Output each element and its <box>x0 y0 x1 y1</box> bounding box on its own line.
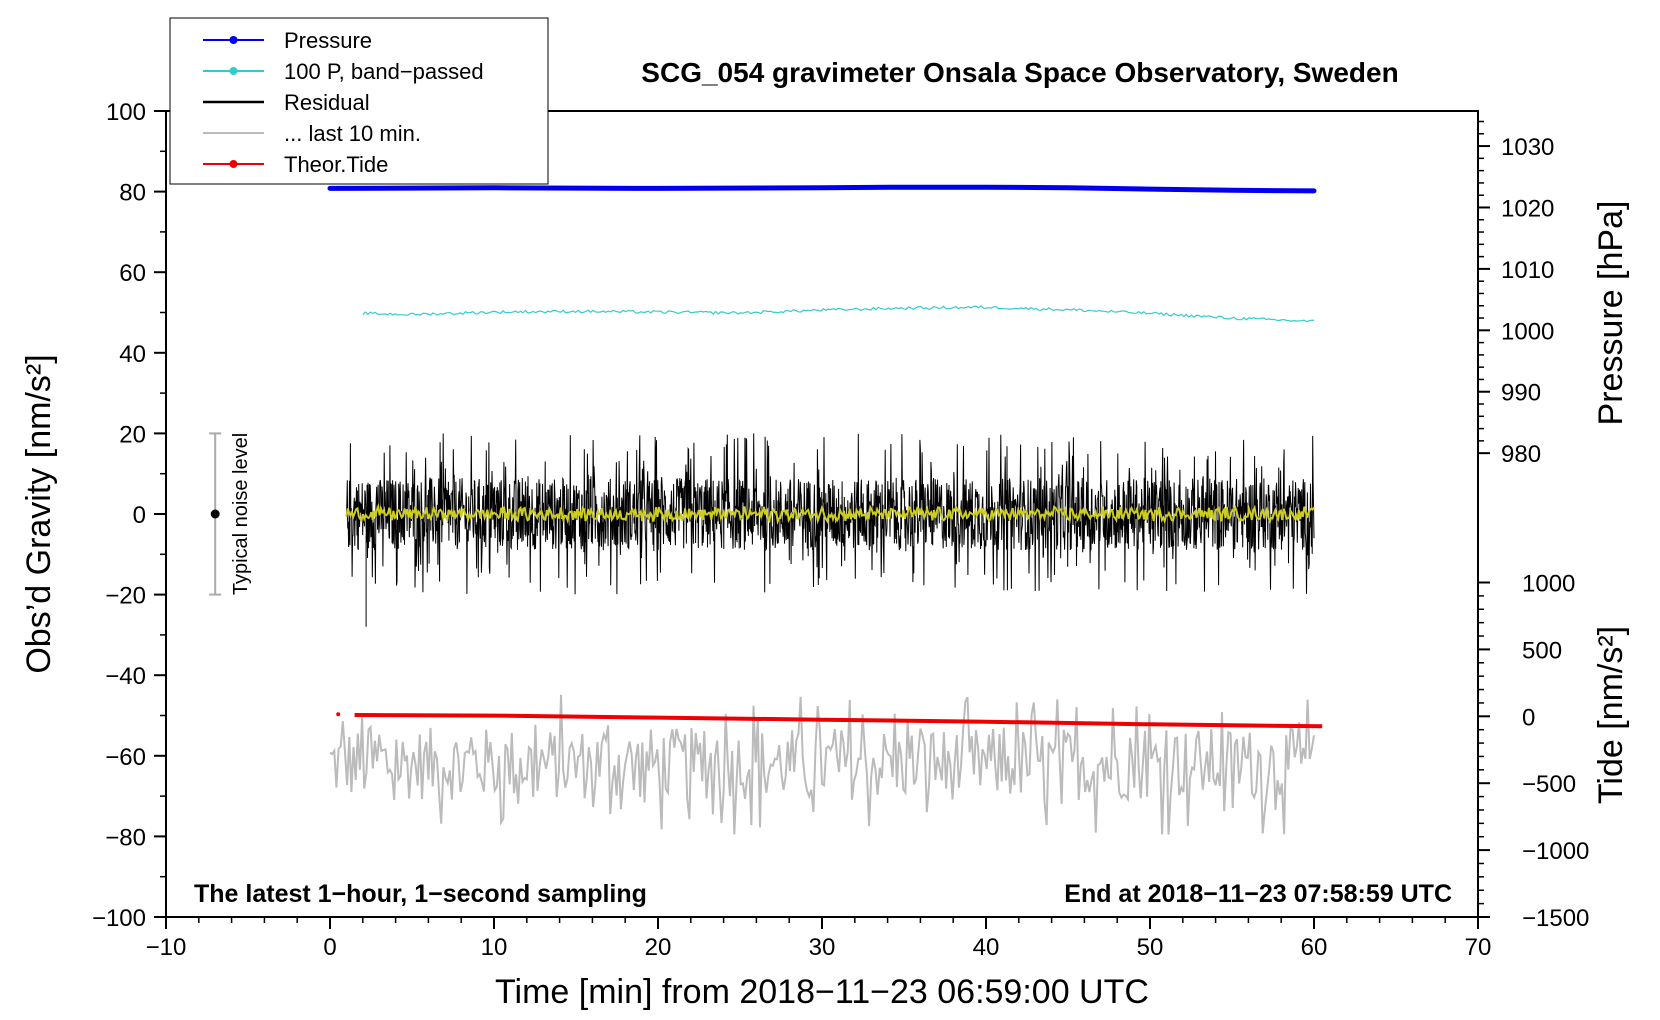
pressure-tick-label: 1010 <box>1501 257 1554 284</box>
tide-tick-label: −500 <box>1522 771 1576 798</box>
y-tick-label: 100 <box>106 99 146 126</box>
y-tick-label: −80 <box>105 824 146 851</box>
x-tick-label: 30 <box>809 934 836 961</box>
tide-tick-label: −1000 <box>1522 838 1589 865</box>
annotation-sampling: The latest 1−hour, 1−second sampling <box>194 880 647 908</box>
series-tide-point <box>336 712 341 717</box>
series-pressure-bandpassed-line <box>362 305 1315 323</box>
pressure-tick-label: 1000 <box>1501 318 1554 345</box>
legend: Pressure 100 P, band−passed Residual ... la… <box>169 17 549 185</box>
x-tick-label: 20 <box>645 934 672 961</box>
y-axis-title-gravity: Obs’d Gravity [nm/s²] <box>20 354 58 673</box>
noise-level-label: Typical noise level <box>230 433 252 595</box>
axes-ticks: −10 0 10 20 30 40 50 60 70100806040200−20−40−60−… <box>92 99 1589 961</box>
y-tick-label: 40 <box>119 341 146 368</box>
legend-label-0: Pressure <box>284 28 372 53</box>
y-axis-title-pressure: Pressure [hPa] <box>1592 201 1630 426</box>
legend-label-4: Theor.Tide <box>284 152 388 177</box>
legend-marker-4 <box>229 160 238 168</box>
legend-label-3: ... last 10 min. <box>284 121 421 146</box>
series-layer <box>327 184 1323 835</box>
tide-tick-label: 500 <box>1522 637 1562 664</box>
x-tick-label: 10 <box>481 934 508 961</box>
y-axis-title-tide: Tide [nm/s²] <box>1592 626 1630 804</box>
y-tick-label: −100 <box>92 905 146 932</box>
pressure-tick-label: 1020 <box>1501 195 1554 222</box>
x-tick-label: 50 <box>1137 934 1164 961</box>
legend-marker-1 <box>229 67 238 75</box>
series-tide-line <box>354 713 1323 729</box>
tide-tick-label: 1000 <box>1522 571 1575 598</box>
x-axis-title: Time [min] from 2018−11−23 06:59:00 UTC <box>495 973 1149 1011</box>
series-residual-line <box>345 433 1315 627</box>
y-tick-label: −40 <box>105 663 146 690</box>
y-tick-label: 80 <box>119 180 146 207</box>
legend-marker-0 <box>229 36 238 44</box>
y-tick-label: 0 <box>133 502 146 529</box>
noise-bar-center-dot <box>210 509 220 519</box>
pressure-tick-label: 1030 <box>1501 134 1554 161</box>
annotation-end-time: End at 2018−11−23 07:58:59 UTC <box>1064 880 1452 908</box>
x-tick-label: 40 <box>973 934 1000 961</box>
y-tick-label: −20 <box>105 583 146 610</box>
y-tick-label: 60 <box>119 260 146 287</box>
tide-tick-label: −1500 <box>1522 905 1589 932</box>
tide-tick-label: 0 <box>1522 704 1535 731</box>
pressure-tick-label: 980 <box>1501 441 1541 468</box>
series-residual-smoothed-line <box>345 502 1315 526</box>
x-tick-label: 70 <box>1465 934 1492 961</box>
series-last-10-min-line <box>329 694 1315 835</box>
y-tick-label: 20 <box>119 421 146 448</box>
legend-label-2: Residual <box>284 90 370 115</box>
noise-level-bar <box>209 432 222 596</box>
legend-label-1: 100 P, band−passed <box>284 59 484 84</box>
x-tick-label: −10 <box>146 934 187 961</box>
x-tick-label: 60 <box>1301 934 1328 961</box>
series-pressure-line <box>327 184 1317 194</box>
y-tick-label: −60 <box>105 744 146 771</box>
x-tick-label: 0 <box>323 934 336 961</box>
pressure-tick-label: 990 <box>1501 380 1541 407</box>
chart-title: SCG_054 gravimeter Onsala Space Observat… <box>641 57 1398 88</box>
